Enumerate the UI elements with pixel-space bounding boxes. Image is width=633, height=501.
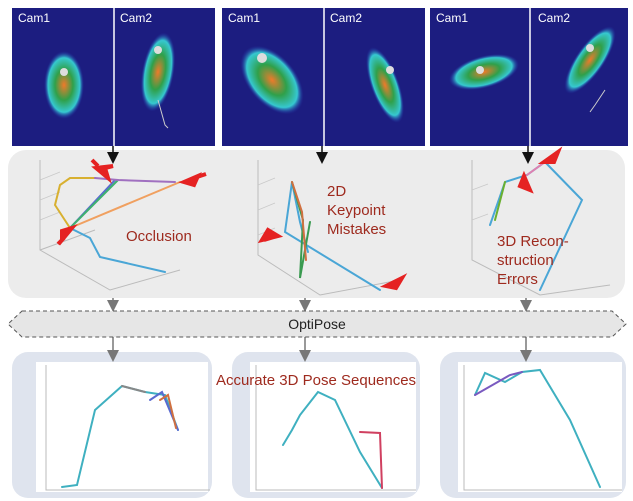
- module-label: OptiPose: [288, 316, 346, 332]
- shape-circle: [476, 66, 484, 74]
- figure: Cam1 Cam2 Cam1 Cam2 Cam1 Cam2 Occlusion …: [0, 0, 633, 501]
- page: {"panels":[ {"cameras":["Cam1","Cam2"],"…: [0, 0, 633, 501]
- plot-area: [458, 362, 622, 492]
- plot-area: [36, 362, 208, 492]
- result-label: Accurate 3D Pose Sequences: [216, 372, 416, 389]
- error-label: Mistakes: [327, 221, 386, 238]
- shape-circle: [257, 53, 267, 63]
- error-label: struction: [497, 252, 554, 269]
- camera-label: Cam1: [436, 11, 468, 25]
- error-label: 2D: [327, 183, 346, 200]
- camera-label: Cam2: [538, 11, 570, 25]
- error-label: Errors: [497, 271, 538, 288]
- camera-label: Cam1: [18, 11, 50, 25]
- shape-circle: [586, 44, 594, 52]
- camera-label: Cam1: [228, 11, 260, 25]
- error-label: Occlusion: [126, 228, 192, 245]
- error-label: Keypoint: [327, 202, 386, 219]
- error-label: 3D Recon-: [497, 233, 569, 250]
- shape-circle: [154, 46, 162, 54]
- camera-label: Cam2: [330, 11, 362, 25]
- camera-label: Cam2: [120, 11, 152, 25]
- shape-circle: [60, 68, 68, 76]
- shape-circle: [386, 66, 394, 74]
- camera-images: Cam1 Cam2 Cam1 Cam2 Cam1 Cam2: [12, 8, 628, 146]
- shape-ellipse: [44, 51, 84, 119]
